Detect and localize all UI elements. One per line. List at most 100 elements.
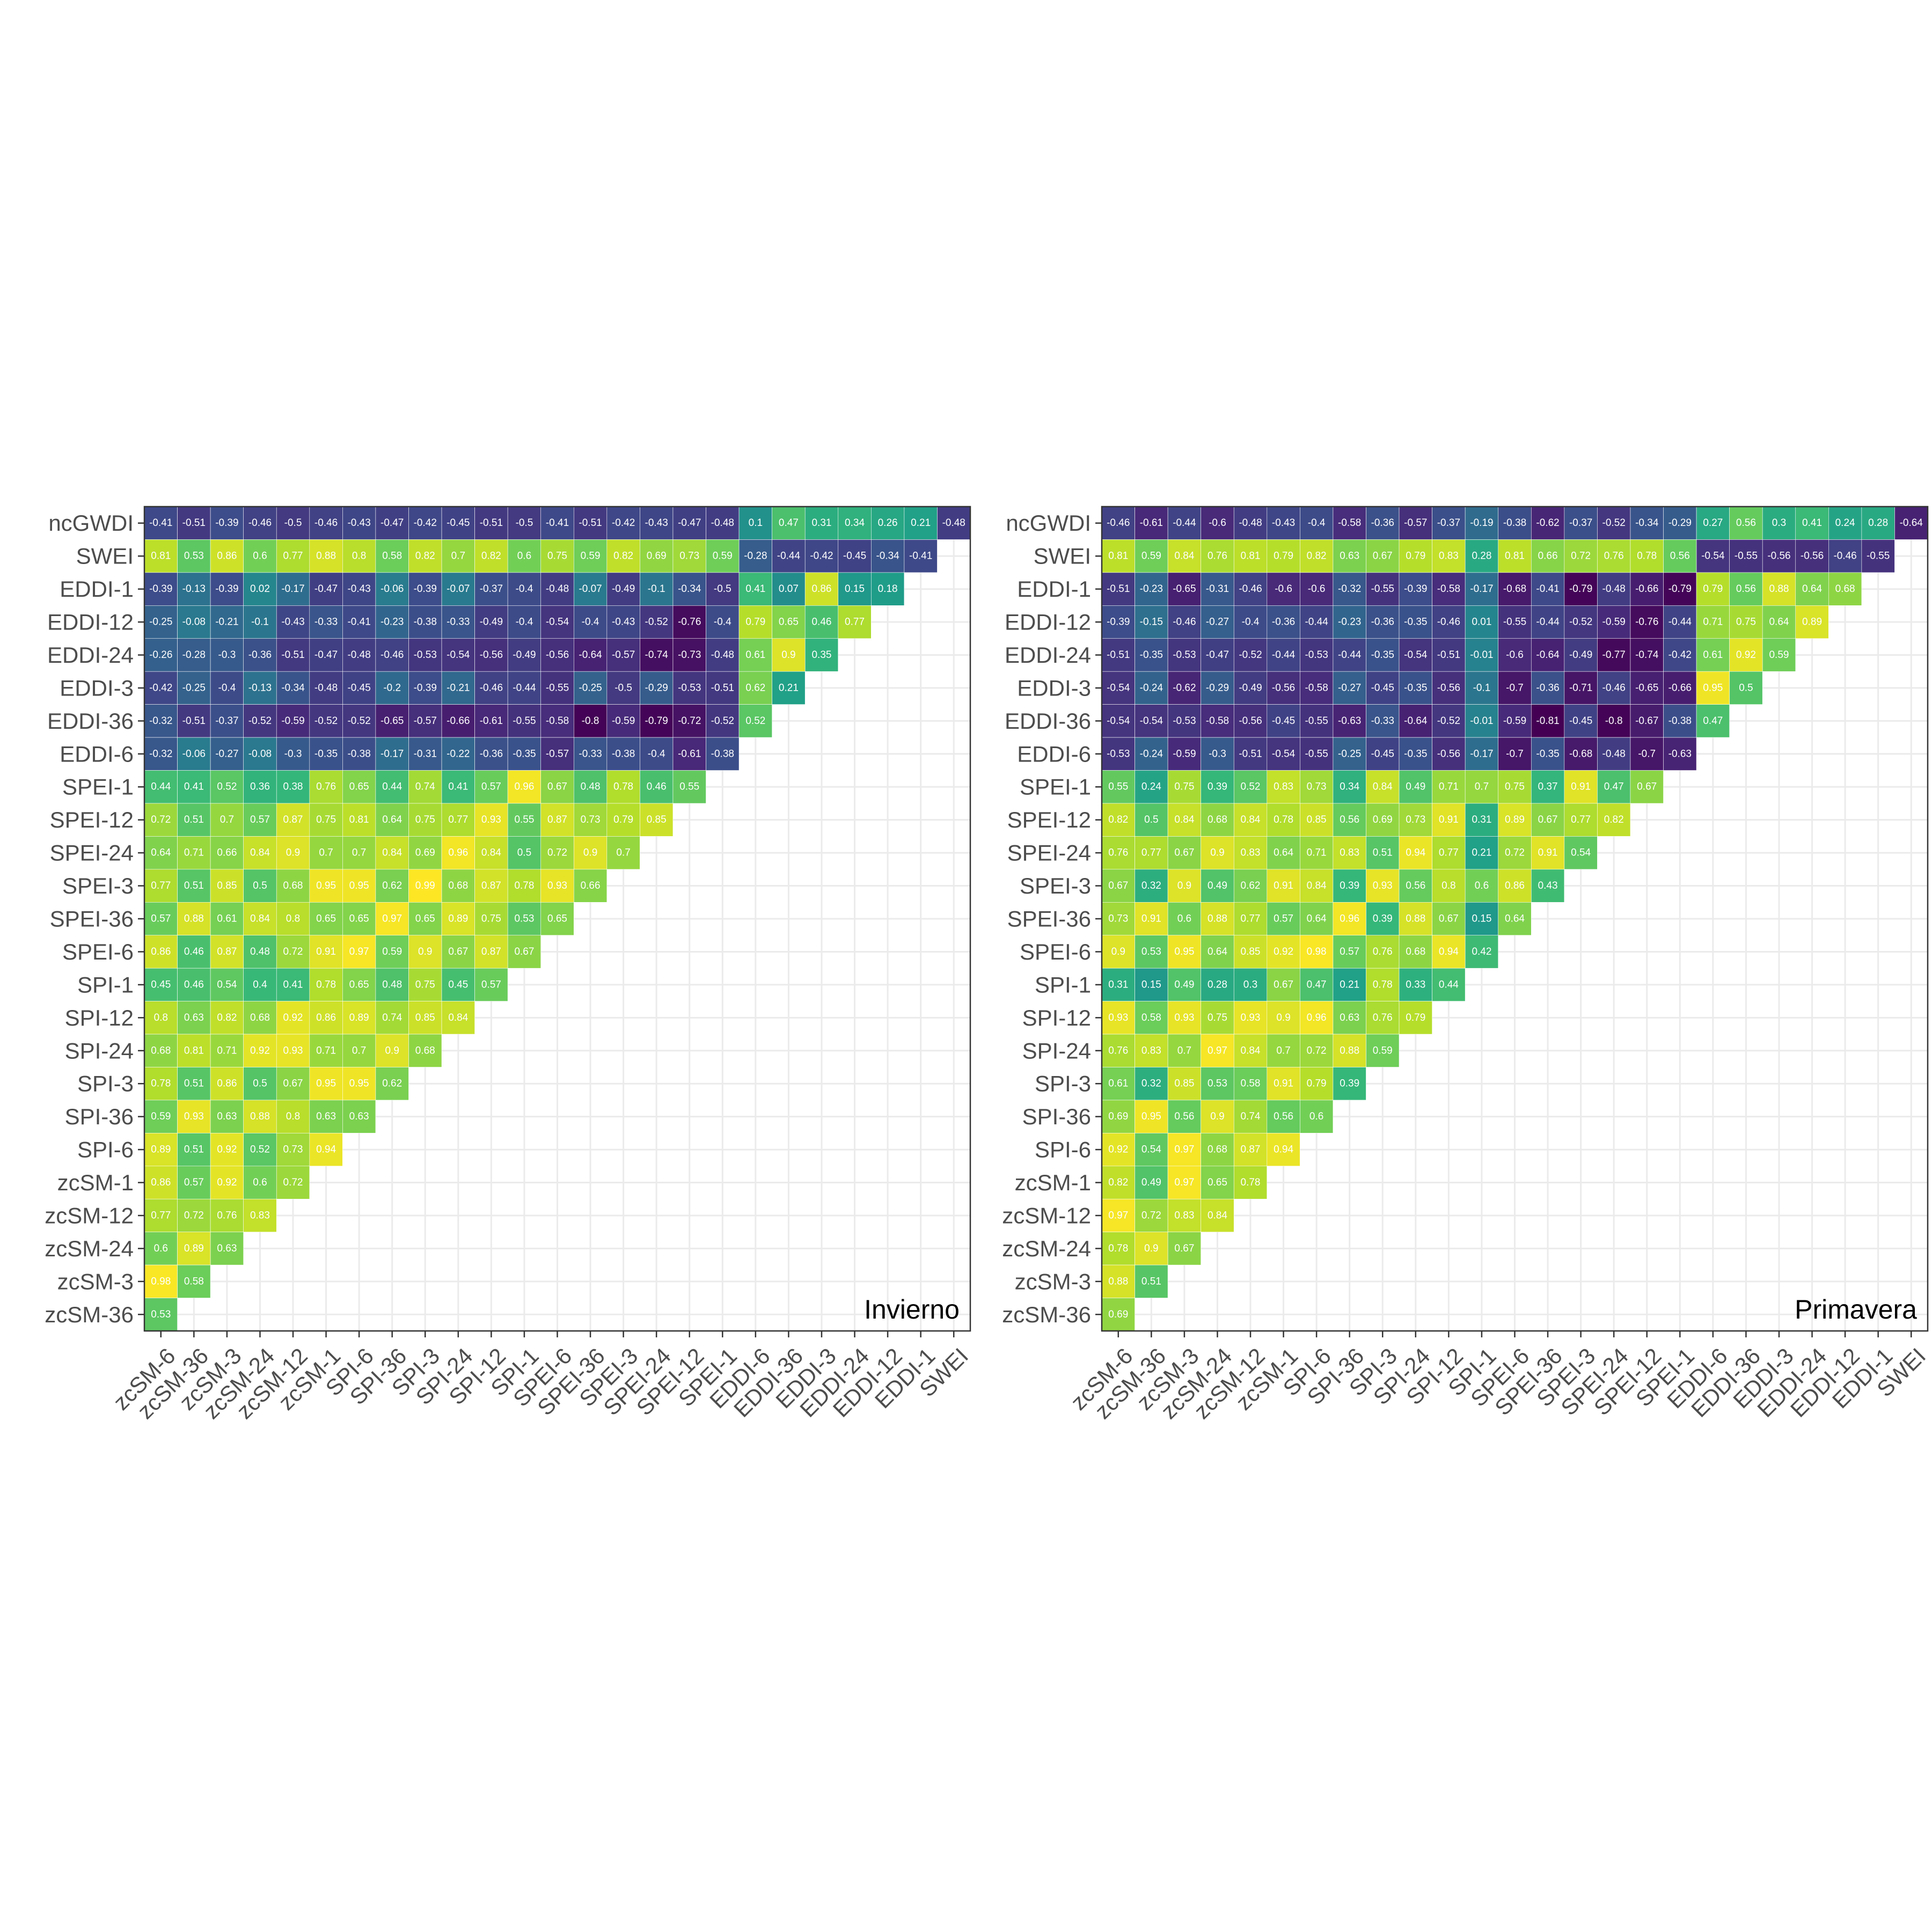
heatmap-cell	[507, 605, 541, 639]
cell-value-label: 0.65	[349, 979, 369, 990]
heatmap-cell	[1366, 902, 1400, 936]
cell-value-label: 0.67	[1373, 551, 1393, 562]
cell-value-label: 0.75	[547, 551, 567, 562]
cell-value-label: -0.46	[380, 649, 404, 661]
cell-value-label: 0.72	[1307, 1045, 1327, 1056]
heatmap-cell	[177, 836, 211, 870]
cell-value-label: 0.15	[845, 583, 865, 595]
heatmap-cell	[804, 638, 839, 672]
cell-value-label: 0.97	[1208, 1045, 1227, 1056]
heatmap-cell	[243, 506, 277, 540]
cell-value-label: 0.49	[1141, 1177, 1161, 1188]
heatmap-cell	[1696, 704, 1730, 738]
cell-value-label: 0.24	[1835, 517, 1855, 529]
heatmap-cell	[1795, 605, 1829, 639]
cell-value-label: 0.85	[217, 880, 237, 891]
heatmap-cell	[937, 506, 971, 540]
heatmap-cell	[1333, 968, 1366, 1001]
heatmap-cell	[1432, 539, 1466, 573]
heatmap-cell	[144, 737, 178, 771]
cell-value-label: 0.93	[1108, 1012, 1128, 1023]
heatmap-cell	[342, 539, 376, 573]
heatmap-cell	[375, 770, 409, 804]
cell-value-label: -0.36	[1272, 617, 1295, 628]
cell-value-label: -0.6	[1275, 583, 1292, 595]
heatmap-cell	[540, 737, 574, 771]
cell-value-label: 0.69	[1108, 1309, 1128, 1320]
cell-value-label: 0.86	[811, 583, 831, 595]
cell-value-label: 0.77	[283, 551, 303, 562]
cell-value-label: 0.66	[581, 880, 601, 891]
cell-value-label: 0.89	[1802, 617, 1822, 628]
heatmap-cell	[1233, 1166, 1268, 1199]
cell-value-label: 0.78	[1373, 979, 1393, 990]
cell-value-label: -0.58	[1305, 682, 1328, 693]
heatmap-cell	[177, 902, 211, 936]
cell-value-label: -0.21	[215, 617, 238, 628]
heatmap-cell	[772, 671, 806, 705]
heatmap-cell	[1201, 704, 1234, 738]
heatmap-cell	[804, 539, 839, 573]
cell-value-label: 0.74	[1241, 1111, 1261, 1122]
heatmap-cell	[1399, 737, 1432, 771]
cell-value-label: 0.43	[1538, 880, 1558, 891]
cell-value-label: 0.46	[647, 781, 667, 793]
cell-value-label: 0.21	[779, 682, 799, 693]
heatmap-cell	[144, 1034, 178, 1067]
heatmap-cell	[243, 836, 277, 870]
cell-value-label: -0.29	[1668, 517, 1692, 529]
heatmap-cell	[210, 1067, 244, 1101]
heatmap-cell	[606, 836, 640, 870]
cell-value-label: 0.59	[1373, 1045, 1393, 1056]
cell-value-label: 0.77	[151, 880, 171, 891]
cell-value-label: -0.51	[1107, 583, 1130, 595]
cell-value-label: 0.72	[283, 1177, 303, 1188]
heatmap-cell	[177, 539, 211, 573]
cell-value-label: -0.76	[678, 617, 701, 628]
cell-value-label: 0.64	[1208, 946, 1227, 957]
y-tick-label: SPEI-1	[1020, 774, 1091, 800]
heatmap-cell	[1167, 770, 1201, 804]
heatmap-cell	[210, 671, 244, 705]
cell-value-label: -0.52	[711, 715, 734, 727]
cell-value-label: 0.91	[1439, 814, 1459, 825]
heatmap-cell	[441, 539, 475, 573]
cell-value-label: 0.93	[184, 1111, 204, 1122]
cell-value-label: -0.73	[678, 649, 701, 661]
cell-value-label: -0.3	[284, 748, 302, 759]
cell-value-label: -0.52	[314, 715, 338, 727]
heatmap-cell	[1564, 605, 1598, 639]
heatmap-cell	[144, 968, 178, 1001]
cell-value-label: -0.51	[1239, 748, 1262, 759]
heatmap-cell	[309, 605, 343, 639]
cell-value-label: 0.47	[779, 517, 799, 529]
heatmap-cell	[1201, 770, 1234, 804]
heatmap-cell	[1663, 572, 1697, 606]
heatmap-cell	[1300, 1001, 1334, 1035]
heatmap-cell	[772, 638, 806, 672]
heatmap-cell	[177, 1232, 211, 1265]
y-tick-label: SPEI-12	[1007, 807, 1091, 832]
heatmap-cell	[177, 935, 211, 969]
heatmap-cell	[1167, 671, 1201, 705]
cell-value-label: 0.9	[781, 649, 795, 661]
cell-value-label: 0.92	[217, 1144, 237, 1155]
cell-value-label: 0.76	[1108, 847, 1128, 859]
heatmap-cell	[540, 605, 574, 639]
cell-value-label: 0.84	[1174, 814, 1194, 825]
cell-value-label: 0.78	[1241, 1177, 1261, 1188]
heatmap-cell	[276, 1100, 310, 1133]
cell-value-label: -0.54	[1140, 715, 1163, 727]
heatmap-cell	[1597, 704, 1631, 738]
heatmap-cell	[1828, 506, 1862, 540]
cell-value-label: -0.44	[513, 682, 536, 693]
cell-value-label: -0.44	[1338, 649, 1362, 661]
cell-value-label: 0.82	[613, 551, 633, 562]
cell-value-label: 0.85	[1174, 1078, 1194, 1089]
heatmap-cell	[408, 671, 442, 705]
cell-value-label: 0.9	[1177, 880, 1191, 891]
heatmap-cell	[177, 1100, 211, 1133]
y-tick-label: SPEI-12	[50, 807, 134, 832]
cell-value-label: 0.8	[154, 1012, 168, 1023]
heatmap-cell	[1300, 1067, 1334, 1101]
